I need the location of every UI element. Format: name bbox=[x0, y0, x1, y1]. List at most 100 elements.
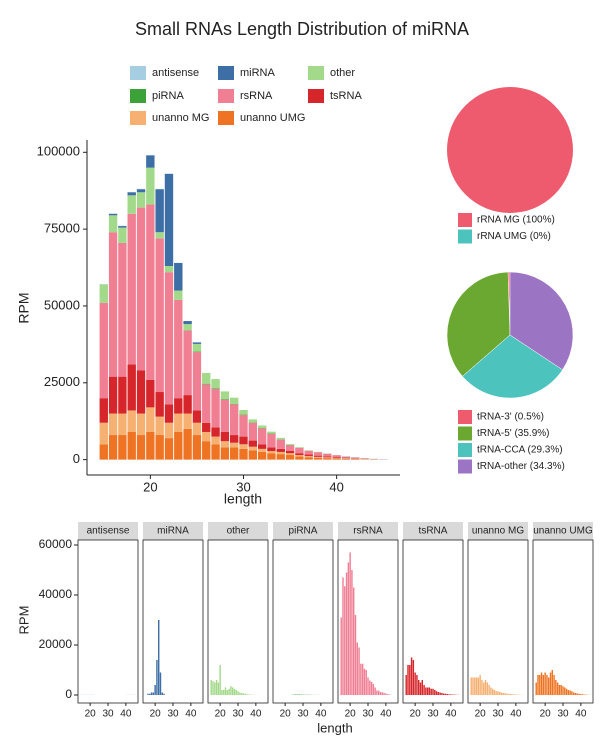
bar bbox=[414, 672, 416, 695]
legend-key bbox=[130, 66, 146, 80]
bar bbox=[504, 693, 506, 695]
bar-segment bbox=[136, 207, 146, 371]
bar bbox=[228, 688, 230, 695]
bar-segment bbox=[220, 441, 230, 448]
bar-segment bbox=[146, 204, 155, 380]
bar-segment bbox=[267, 451, 276, 454]
bar-segment bbox=[351, 457, 360, 459]
x-tick-label: 40 bbox=[250, 709, 262, 720]
bar-segment bbox=[285, 450, 295, 454]
bar bbox=[573, 692, 575, 695]
bar-segment bbox=[174, 262, 183, 291]
bar-segment bbox=[304, 455, 313, 458]
bar-segment bbox=[276, 437, 285, 440]
x-tick-label: 40 bbox=[445, 709, 457, 720]
bar bbox=[418, 680, 420, 695]
bar bbox=[475, 677, 478, 695]
legend-label: rRNA MG (100%) bbox=[477, 215, 555, 226]
bar bbox=[296, 694, 299, 695]
bar-segment bbox=[192, 422, 202, 436]
x-tick-label: 30 bbox=[102, 709, 114, 720]
y-tick-label: 50000 bbox=[44, 297, 80, 312]
bar-segment bbox=[192, 410, 202, 423]
bar bbox=[344, 586, 346, 695]
legend-label: tsRNA bbox=[330, 90, 362, 102]
bar bbox=[370, 682, 373, 695]
bar bbox=[235, 690, 237, 695]
bar bbox=[345, 572, 348, 695]
bar-segment bbox=[202, 372, 211, 384]
x-tick-label: 30 bbox=[362, 709, 374, 720]
bar-segment bbox=[220, 399, 230, 432]
bar-segment bbox=[118, 227, 127, 243]
bar bbox=[488, 685, 490, 695]
facet-label: antisense bbox=[87, 526, 130, 537]
bar-segment bbox=[136, 370, 146, 414]
bar-segment bbox=[108, 232, 118, 377]
bar-segment bbox=[229, 397, 239, 404]
x-tick-label: 20 bbox=[215, 709, 227, 720]
chart-title: Small RNAs Length Distribution of miRNA bbox=[135, 19, 469, 39]
legend-label: piRNA bbox=[152, 90, 184, 102]
bar bbox=[446, 694, 448, 695]
bar-segment bbox=[229, 447, 239, 460]
bar bbox=[472, 677, 474, 695]
bar-segment bbox=[267, 453, 276, 460]
bar bbox=[240, 693, 243, 695]
bar-segment bbox=[332, 458, 341, 460]
bar bbox=[434, 690, 436, 695]
x-tick-label: 20 bbox=[280, 709, 292, 720]
bar-segment bbox=[267, 431, 276, 434]
bar-segment bbox=[127, 364, 136, 411]
bar-segment bbox=[295, 447, 304, 448]
bar bbox=[583, 694, 586, 695]
legend-label: unanno UMG bbox=[240, 112, 305, 124]
bar-segment bbox=[99, 422, 108, 445]
bar bbox=[539, 675, 541, 695]
bar bbox=[226, 690, 228, 695]
bar bbox=[513, 694, 515, 695]
x-tick-label: 40 bbox=[380, 709, 392, 720]
y-tick-label: 75000 bbox=[44, 221, 80, 236]
y-tick-label: 60000 bbox=[39, 537, 73, 551]
bar bbox=[546, 675, 548, 695]
bar bbox=[491, 688, 494, 695]
facet-strip bbox=[143, 522, 203, 540]
bar-segment bbox=[211, 379, 220, 389]
bar bbox=[555, 680, 557, 695]
bar-segment bbox=[211, 388, 220, 389]
bar-segment bbox=[174, 431, 183, 460]
x-tick-label: 20 bbox=[85, 709, 97, 720]
bar-segment bbox=[192, 435, 202, 460]
bar-segment bbox=[229, 442, 239, 448]
bar bbox=[378, 690, 380, 695]
bar-segment bbox=[351, 459, 360, 460]
bar-segment bbox=[146, 155, 155, 168]
bar bbox=[428, 687, 431, 695]
bar bbox=[558, 685, 561, 695]
bar bbox=[354, 615, 357, 695]
bar bbox=[381, 692, 383, 695]
bar bbox=[565, 688, 568, 695]
facet-strip bbox=[78, 522, 138, 540]
legend-label: other bbox=[330, 67, 355, 79]
bar-segment bbox=[285, 453, 295, 456]
bar-segment bbox=[118, 226, 127, 228]
facet-strip bbox=[468, 522, 528, 540]
bar-segment bbox=[267, 447, 276, 452]
bar bbox=[426, 687, 429, 695]
bar-segment bbox=[323, 453, 332, 457]
bar bbox=[484, 680, 487, 695]
bar bbox=[156, 660, 158, 695]
bar-segment bbox=[164, 422, 174, 439]
bar bbox=[221, 690, 223, 695]
bar-segment bbox=[164, 266, 174, 273]
bar bbox=[360, 663, 362, 695]
legend-label: unanno MG bbox=[152, 112, 209, 124]
bar bbox=[239, 692, 241, 695]
bar-segment bbox=[202, 441, 211, 460]
bar-segment bbox=[146, 167, 155, 205]
bar-segment bbox=[229, 404, 239, 436]
bar bbox=[407, 665, 409, 695]
bar bbox=[567, 690, 570, 695]
